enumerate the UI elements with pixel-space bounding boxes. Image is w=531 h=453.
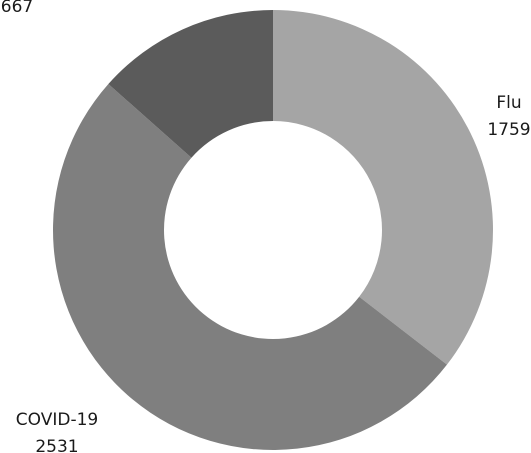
slice-name: Flu (496, 93, 521, 113)
slice-value: 1759 (487, 120, 530, 140)
slice-name: COVID-19 (16, 410, 98, 430)
slices-layer (53, 10, 493, 450)
donut-slice-covid-19 (53, 84, 447, 450)
slice-label-unlabeled: 667 (1, 0, 33, 17)
slice-value: 667 (1, 0, 33, 17)
slice-label-covid-19: COVID-19 2531 (16, 410, 98, 453)
donut-slice-flu (273, 10, 493, 365)
donut-slice-unlabeled (108, 10, 274, 158)
slice-value: 2531 (35, 437, 78, 453)
slice-label-flu: Flu 1759 (487, 93, 530, 140)
